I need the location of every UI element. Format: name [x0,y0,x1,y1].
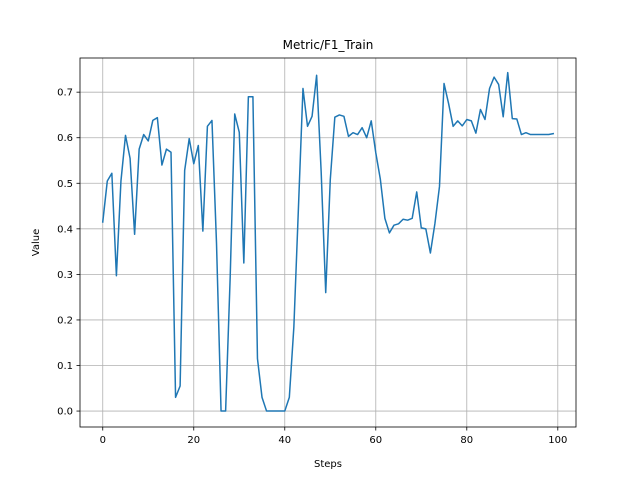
x-axis-label: Steps [314,459,342,470]
x-tick-label: 80 [460,435,473,446]
x-axis: 0 20 40 60 80 100 [100,427,567,446]
grid-lines [80,58,576,427]
x-tick-label: 0 [100,435,106,446]
y-tick-label: 0.0 [57,407,73,418]
y-tick-label: 0.3 [57,270,73,281]
y-tick-label: 0.5 [57,179,73,190]
x-tick-label: 20 [187,435,200,446]
y-tick-label: 0.7 [57,88,73,99]
y-tick-label: 0.4 [57,224,73,235]
y-tick-label: 0.6 [57,133,73,144]
y-tick-label: 0.2 [57,315,73,326]
y-tick-label: 0.1 [57,361,73,372]
plot-frame [79,57,577,428]
y-axis: 0.0 0.1 0.2 0.3 0.4 0.5 0.6 0.7 [57,88,80,418]
chart-title: Metric/F1_Train [283,38,374,52]
y-axis-label: Value [31,229,42,256]
x-tick-label: 40 [278,435,291,446]
x-tick-label: 60 [369,435,382,446]
series-line [101,71,555,412]
x-tick-label: 100 [548,435,567,446]
